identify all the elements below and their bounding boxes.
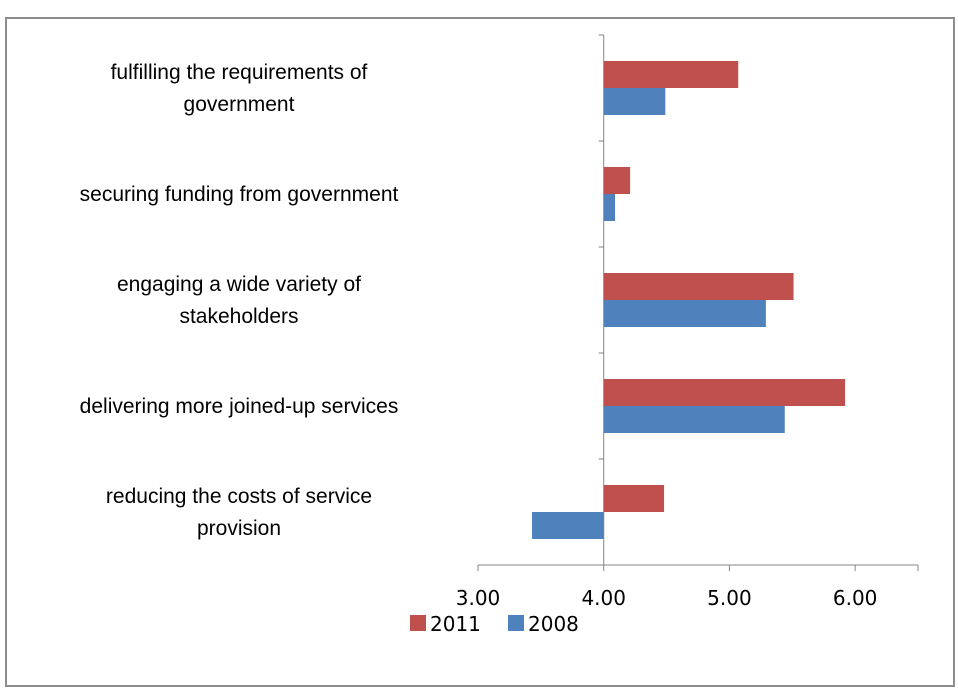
value-tick-label: 4.00 [581, 586, 626, 610]
legend-swatch-2008 [508, 615, 524, 631]
value-tick-label: 3.00 [456, 586, 501, 610]
category-label: delivering more joined-up services [80, 395, 399, 418]
category-label: government [184, 93, 295, 116]
bar-2008 [603, 88, 666, 115]
legend-label-2008: 2008 [528, 612, 579, 636]
category-label: securing funding from government [80, 183, 399, 206]
bar-2008 [532, 512, 604, 539]
bar-2008 [603, 300, 766, 327]
bar-2011 [603, 485, 665, 512]
bar-2008 [603, 406, 785, 433]
category-label: engaging a wide variety of [117, 273, 361, 296]
chart-frame: 3.00 4.00 5.00 6.00 fulfilling the requireme… [5, 17, 955, 687]
bar-2008 [603, 194, 616, 221]
bar-2011 [603, 273, 794, 300]
value-tick-label: 6.00 [833, 586, 878, 610]
category-label: fulfilling the requirements of [111, 61, 368, 84]
bar-2011 [603, 61, 739, 88]
category-label: provision [197, 517, 281, 540]
value-tick-label: 5.00 [707, 586, 752, 610]
bar-2011 [603, 379, 846, 406]
bar-chart: 3.00 4.00 5.00 6.00 fulfilling the requireme… [80, 34, 919, 636]
bar-2011 [603, 167, 631, 194]
category-label: stakeholders [179, 305, 298, 328]
legend-swatch-2011 [410, 615, 426, 631]
category-label: reducing the costs of service [106, 485, 372, 508]
legend-label-2011: 2011 [430, 612, 481, 636]
